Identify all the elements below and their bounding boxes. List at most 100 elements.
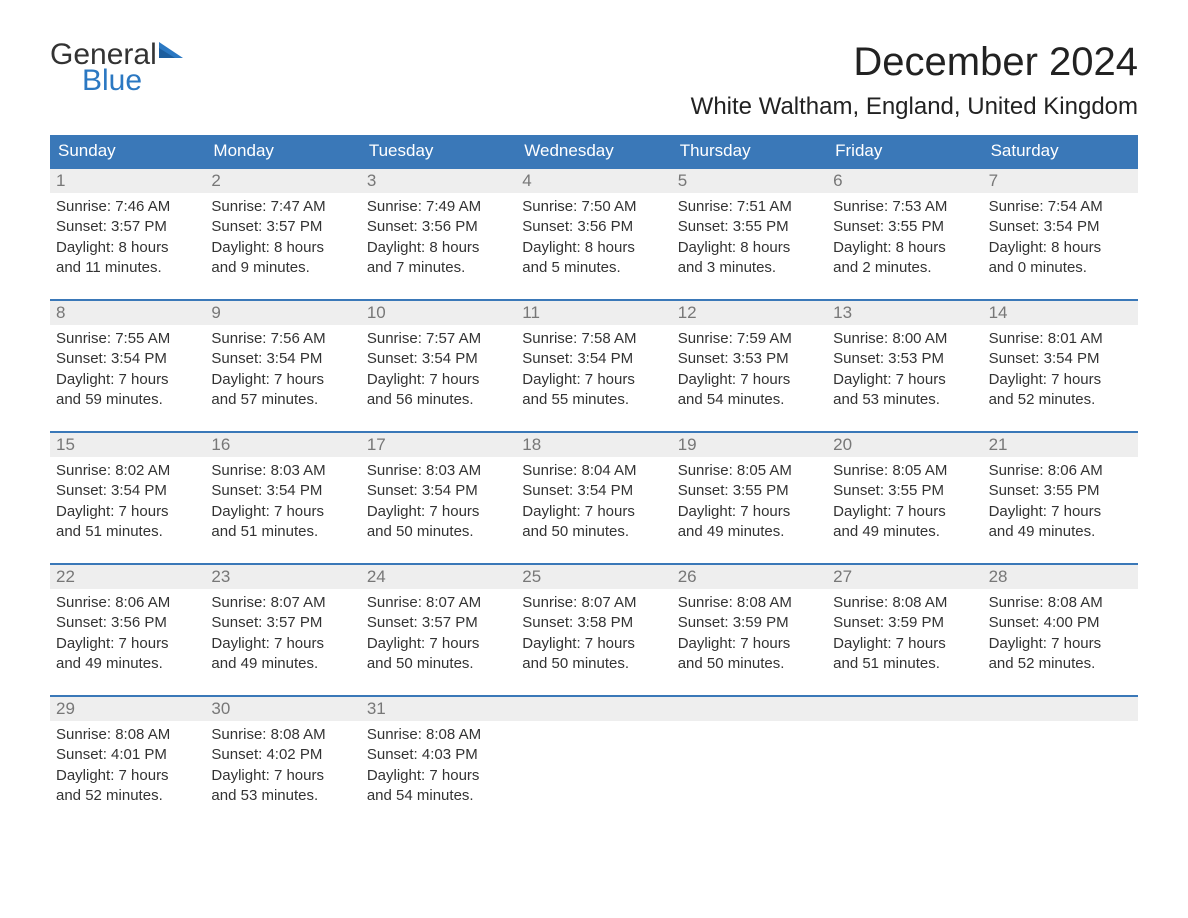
- sunrise-line: Sunrise: 8:06 AM: [989, 461, 1132, 481]
- day-cell: 15Sunrise: 8:02 AMSunset: 3:54 PMDayligh…: [50, 433, 205, 553]
- sunrise-line: Sunrise: 8:01 AM: [989, 329, 1132, 349]
- sunset-line: Sunset: 3:55 PM: [678, 217, 821, 237]
- sunset-line: Sunset: 3:57 PM: [211, 613, 354, 633]
- day-body: Sunrise: 7:49 AMSunset: 3:56 PMDaylight:…: [361, 193, 516, 289]
- header: General Blue December 2024 White Waltham…: [50, 40, 1138, 135]
- sunrise-line: Sunrise: 8:08 AM: [833, 593, 976, 613]
- day-number: 21: [983, 433, 1138, 457]
- sunrise-line: Sunrise: 7:58 AM: [522, 329, 665, 349]
- day-number-row: 20: [827, 433, 982, 457]
- week-row: 22Sunrise: 8:06 AMSunset: 3:56 PMDayligh…: [50, 563, 1138, 685]
- sunset-line: Sunset: 3:59 PM: [678, 613, 821, 633]
- daylight-line-1: Daylight: 8 hours: [678, 238, 821, 258]
- sunrise-line: Sunrise: 7:49 AM: [367, 197, 510, 217]
- day-number-row: 22: [50, 565, 205, 589]
- day-number: 4: [516, 169, 671, 193]
- sunrise-line: Sunrise: 7:54 AM: [989, 197, 1132, 217]
- day-number-row: 11: [516, 301, 671, 325]
- day-number: 7: [983, 169, 1138, 193]
- day-cell: 1Sunrise: 7:46 AMSunset: 3:57 PMDaylight…: [50, 169, 205, 289]
- dow-cell: Monday: [205, 135, 360, 167]
- daylight-line-2: and 55 minutes.: [522, 390, 665, 410]
- day-cell: [672, 697, 827, 817]
- day-number: [672, 697, 827, 721]
- day-cell: 30Sunrise: 8:08 AMSunset: 4:02 PMDayligh…: [205, 697, 360, 817]
- daylight-line-2: and 53 minutes.: [833, 390, 976, 410]
- sunset-line: Sunset: 3:59 PM: [833, 613, 976, 633]
- day-body: Sunrise: 8:08 AMSunset: 4:03 PMDaylight:…: [361, 721, 516, 817]
- sunset-line: Sunset: 3:54 PM: [367, 349, 510, 369]
- day-number: 12: [672, 301, 827, 325]
- day-body: Sunrise: 8:04 AMSunset: 3:54 PMDaylight:…: [516, 457, 671, 553]
- day-number: 18: [516, 433, 671, 457]
- daylight-line-1: Daylight: 7 hours: [678, 634, 821, 654]
- sunset-line: Sunset: 3:57 PM: [367, 613, 510, 633]
- sunset-line: Sunset: 3:55 PM: [833, 481, 976, 501]
- sunrise-line: Sunrise: 7:56 AM: [211, 329, 354, 349]
- sunrise-line: Sunrise: 7:47 AM: [211, 197, 354, 217]
- sunrise-line: Sunrise: 8:05 AM: [678, 461, 821, 481]
- day-cell: 5Sunrise: 7:51 AMSunset: 3:55 PMDaylight…: [672, 169, 827, 289]
- daylight-line-2: and 50 minutes.: [367, 654, 510, 674]
- day-number-row: 3: [361, 169, 516, 193]
- day-cell: 18Sunrise: 8:04 AMSunset: 3:54 PMDayligh…: [516, 433, 671, 553]
- day-cell: 4Sunrise: 7:50 AMSunset: 3:56 PMDaylight…: [516, 169, 671, 289]
- day-cell: 12Sunrise: 7:59 AMSunset: 3:53 PMDayligh…: [672, 301, 827, 421]
- daylight-line-1: Daylight: 7 hours: [989, 502, 1132, 522]
- daylight-line-2: and 54 minutes.: [678, 390, 821, 410]
- dow-cell: Tuesday: [361, 135, 516, 167]
- day-number: 1: [50, 169, 205, 193]
- daylight-line-1: Daylight: 7 hours: [678, 370, 821, 390]
- day-body: Sunrise: 8:08 AMSunset: 3:59 PMDaylight:…: [827, 589, 982, 685]
- sunset-line: Sunset: 3:53 PM: [678, 349, 821, 369]
- dow-cell: Wednesday: [516, 135, 671, 167]
- day-body: Sunrise: 8:08 AMSunset: 4:01 PMDaylight:…: [50, 721, 205, 817]
- day-number-row: 25: [516, 565, 671, 589]
- day-number-row: 14: [983, 301, 1138, 325]
- sunset-line: Sunset: 3:55 PM: [833, 217, 976, 237]
- day-number: 9: [205, 301, 360, 325]
- daylight-line-1: Daylight: 7 hours: [211, 370, 354, 390]
- daylight-line-1: Daylight: 7 hours: [367, 634, 510, 654]
- day-cell: 27Sunrise: 8:08 AMSunset: 3:59 PMDayligh…: [827, 565, 982, 685]
- day-number: 29: [50, 697, 205, 721]
- day-number-row: 23: [205, 565, 360, 589]
- day-number: 13: [827, 301, 982, 325]
- day-cell: 31Sunrise: 8:08 AMSunset: 4:03 PMDayligh…: [361, 697, 516, 817]
- day-number-row: [983, 697, 1138, 721]
- day-number-row: [516, 697, 671, 721]
- day-number-row: 21: [983, 433, 1138, 457]
- daylight-line-2: and 11 minutes.: [56, 258, 199, 278]
- day-number-row: 16: [205, 433, 360, 457]
- sunset-line: Sunset: 4:01 PM: [56, 745, 199, 765]
- day-body: Sunrise: 7:58 AMSunset: 3:54 PMDaylight:…: [516, 325, 671, 421]
- day-number-row: 19: [672, 433, 827, 457]
- sunset-line: Sunset: 3:55 PM: [989, 481, 1132, 501]
- day-body: Sunrise: 7:46 AMSunset: 3:57 PMDaylight:…: [50, 193, 205, 289]
- daylight-line-1: Daylight: 7 hours: [833, 370, 976, 390]
- day-number: [827, 697, 982, 721]
- dow-cell: Friday: [827, 135, 982, 167]
- day-number-row: [672, 697, 827, 721]
- day-number: 16: [205, 433, 360, 457]
- day-number-row: 2: [205, 169, 360, 193]
- daylight-line-2: and 49 minutes.: [56, 654, 199, 674]
- daylight-line-1: Daylight: 7 hours: [211, 766, 354, 786]
- location-text: White Waltham, England, United Kingdom: [691, 93, 1138, 121]
- day-body: Sunrise: 7:51 AMSunset: 3:55 PMDaylight:…: [672, 193, 827, 289]
- sunrise-line: Sunrise: 8:03 AM: [367, 461, 510, 481]
- day-number: 15: [50, 433, 205, 457]
- day-cell: 26Sunrise: 8:08 AMSunset: 3:59 PMDayligh…: [672, 565, 827, 685]
- day-body: Sunrise: 7:47 AMSunset: 3:57 PMDaylight:…: [205, 193, 360, 289]
- daylight-line-2: and 3 minutes.: [678, 258, 821, 278]
- day-of-week-header: SundayMondayTuesdayWednesdayThursdayFrid…: [50, 135, 1138, 167]
- sunset-line: Sunset: 3:56 PM: [522, 217, 665, 237]
- sunrise-line: Sunrise: 7:46 AM: [56, 197, 199, 217]
- day-body: Sunrise: 7:50 AMSunset: 3:56 PMDaylight:…: [516, 193, 671, 289]
- sunrise-line: Sunrise: 8:05 AM: [833, 461, 976, 481]
- sunset-line: Sunset: 3:58 PM: [522, 613, 665, 633]
- day-number: 8: [50, 301, 205, 325]
- day-number: 31: [361, 697, 516, 721]
- day-body: Sunrise: 8:00 AMSunset: 3:53 PMDaylight:…: [827, 325, 982, 421]
- sunrise-line: Sunrise: 8:07 AM: [522, 593, 665, 613]
